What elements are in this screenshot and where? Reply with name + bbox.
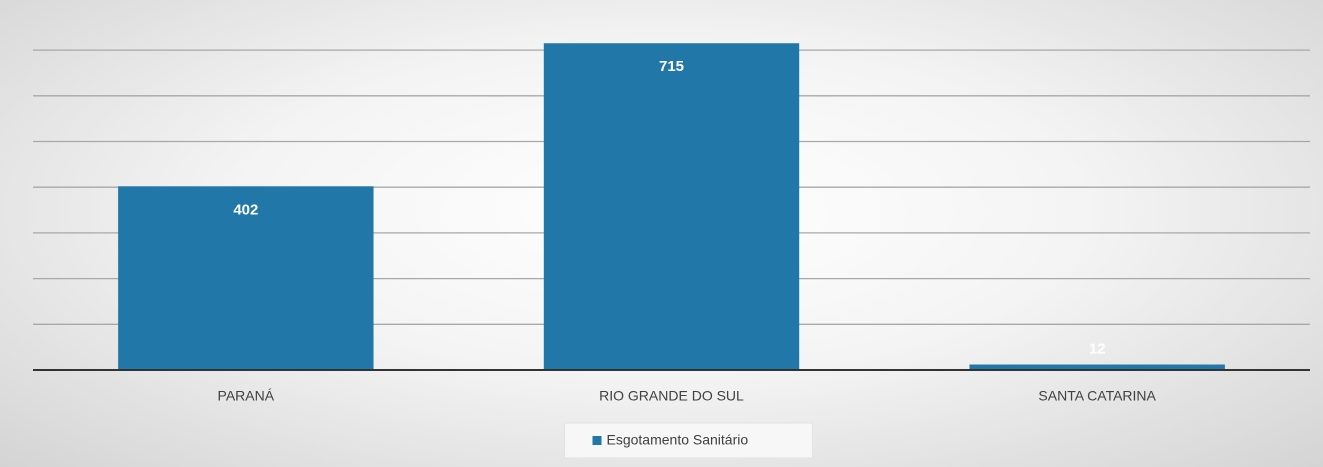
data-label: 12 (1089, 340, 1106, 357)
bar (543, 43, 800, 371)
x-tick-label: SANTA CATARINA (1038, 388, 1156, 404)
legend-label: Esgotamento Sanitário (607, 432, 749, 448)
bar (969, 364, 1225, 370)
legend-box (564, 422, 813, 459)
bar (118, 186, 374, 370)
data-label: 715 (659, 58, 684, 75)
x-tick-label: PARANÁ (218, 388, 275, 404)
data-label: 402 (233, 201, 258, 218)
legend-swatch (592, 436, 602, 445)
x-tick-label: RIO GRANDE DO SUL (599, 388, 744, 404)
